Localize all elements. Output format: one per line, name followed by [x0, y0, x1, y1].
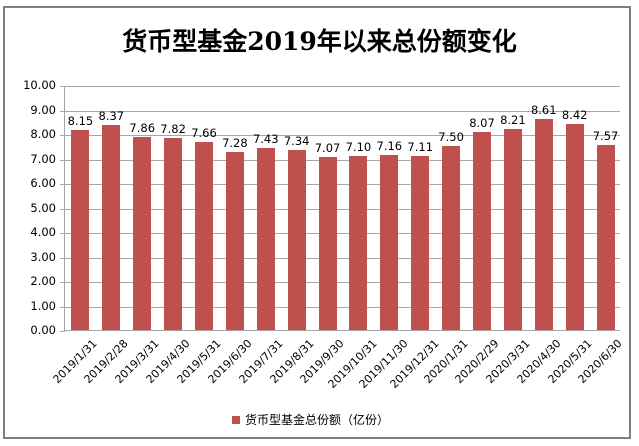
bar: [318, 156, 337, 330]
y-tick-label: 1.00: [30, 298, 56, 313]
gridline: [65, 282, 620, 283]
bar: [380, 154, 399, 330]
data-label: 7.86: [129, 121, 156, 136]
y-tick-label: 7.00: [30, 151, 56, 166]
chart-title: 货币型基金2019年以来总份额变化: [122, 27, 517, 56]
y-tick: [60, 159, 65, 161]
y-tick-label: 9.00: [30, 102, 56, 117]
gridline: [65, 208, 620, 210]
bar: [71, 130, 90, 330]
gridline: [65, 257, 620, 259]
gridline: [65, 86, 620, 87]
y-tick: [60, 86, 65, 87]
data-label: 8.42: [561, 107, 588, 122]
bar: [164, 138, 183, 330]
y-tick: [60, 233, 65, 234]
plot-area: 8.15 8.37 7.86 7.82 7.66 7.28 7.43 7.34 7.07 7.10…: [60, 86, 620, 332]
bar: [349, 156, 368, 330]
data-label: 7.57: [592, 128, 619, 143]
data-label: 8.37: [98, 108, 125, 123]
gridline: [65, 306, 620, 308]
bar: [534, 119, 553, 330]
gridline: [65, 159, 620, 161]
gridline: [65, 233, 620, 234]
y-tick: [60, 306, 65, 308]
bar: [102, 124, 121, 330]
bar: [133, 137, 152, 330]
gridline: [65, 184, 620, 185]
data-label: 7.11: [407, 139, 434, 154]
y-tick: [60, 110, 65, 112]
y-tick-label: 8.00: [30, 127, 56, 141]
data-label: 7.10: [345, 140, 372, 155]
y-tick: [60, 135, 65, 136]
y-tick-label: 10.00: [23, 78, 56, 92]
y-tick-label: 3.00: [30, 249, 56, 264]
bar: [596, 144, 615, 330]
data-label: 7.43: [252, 131, 279, 146]
legend: 货币型基金总份额（亿份）: [232, 411, 389, 428]
bar: [473, 132, 491, 330]
bar: [442, 146, 461, 330]
legend-label: 货币型基金总份额（亿份）: [245, 413, 390, 427]
data-label: 7.16: [376, 138, 403, 153]
bar: [225, 151, 244, 330]
gridline: [65, 110, 620, 112]
y-tick-label: 2.00: [30, 274, 56, 288]
y-tick: [60, 282, 65, 283]
data-label: 7.07: [314, 140, 341, 155]
y-tick: [60, 331, 65, 332]
bar: [503, 128, 522, 330]
data-label: 7.28: [222, 135, 248, 150]
bar: [195, 142, 213, 330]
y-tick: [60, 257, 65, 259]
data-label: 7.50: [438, 130, 464, 145]
data-label: 8.07: [469, 116, 495, 131]
bar: [565, 123, 584, 330]
bar: [411, 155, 430, 330]
bar: [256, 147, 275, 330]
y-tick: [60, 208, 65, 210]
gridline: [65, 135, 620, 136]
data-label: 8.21: [500, 112, 526, 127]
data-label: 7.34: [283, 134, 310, 149]
bar: [287, 150, 306, 330]
data-label: 8.15: [67, 114, 94, 129]
y-tick: [60, 184, 65, 185]
legend-swatch-icon: [232, 415, 240, 424]
y-tick-label: 0.00: [30, 323, 56, 337]
y-tick-label: 4.00: [30, 225, 56, 239]
data-label: 8.61: [530, 103, 557, 118]
y-tick-label: 5.00: [30, 200, 56, 215]
y-tick-label: 6.00: [30, 176, 56, 190]
data-label: 7.82: [160, 122, 186, 137]
data-label: 7.66: [191, 126, 217, 141]
